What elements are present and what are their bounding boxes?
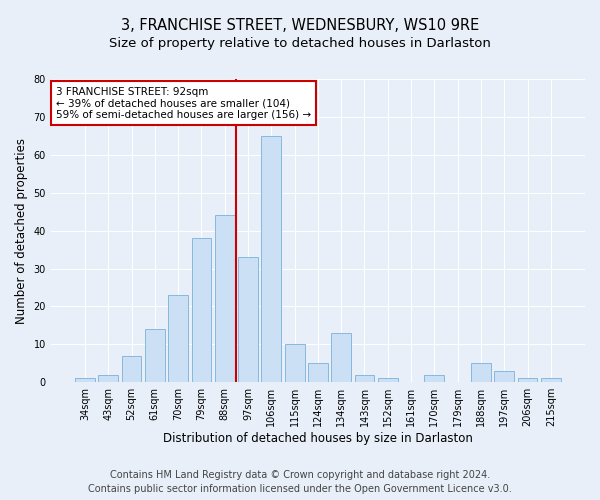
Text: 3, FRANCHISE STREET, WEDNESBURY, WS10 9RE: 3, FRANCHISE STREET, WEDNESBURY, WS10 9R… <box>121 18 479 32</box>
Bar <box>145 329 165 382</box>
Text: Contains HM Land Registry data © Crown copyright and database right 2024.
Contai: Contains HM Land Registry data © Crown c… <box>88 470 512 494</box>
Bar <box>262 136 281 382</box>
Bar <box>122 356 142 382</box>
Bar <box>378 378 398 382</box>
Bar <box>238 257 258 382</box>
Text: 3 FRANCHISE STREET: 92sqm
← 39% of detached houses are smaller (104)
59% of semi: 3 FRANCHISE STREET: 92sqm ← 39% of detac… <box>56 86 311 120</box>
Bar <box>98 374 118 382</box>
Bar <box>494 371 514 382</box>
Bar <box>355 374 374 382</box>
Bar <box>191 238 211 382</box>
Bar <box>168 295 188 382</box>
Bar <box>518 378 538 382</box>
X-axis label: Distribution of detached houses by size in Darlaston: Distribution of detached houses by size … <box>163 432 473 445</box>
Bar <box>471 364 491 382</box>
Bar <box>75 378 95 382</box>
Text: Size of property relative to detached houses in Darlaston: Size of property relative to detached ho… <box>109 38 491 51</box>
Y-axis label: Number of detached properties: Number of detached properties <box>15 138 28 324</box>
Bar <box>424 374 444 382</box>
Bar <box>308 364 328 382</box>
Bar <box>285 344 305 382</box>
Bar <box>331 333 351 382</box>
Bar <box>541 378 561 382</box>
Bar <box>215 216 235 382</box>
